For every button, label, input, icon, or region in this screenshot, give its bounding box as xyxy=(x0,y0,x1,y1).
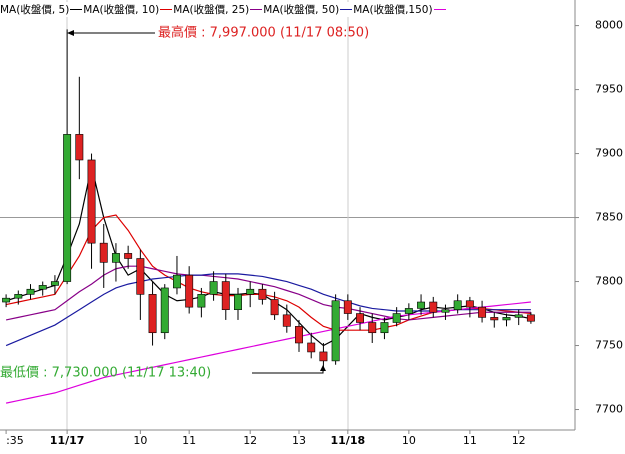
high-annotation: 最高價 : 7,997.000 (11/17 08:50) xyxy=(158,25,369,41)
candle-body xyxy=(417,301,426,309)
legend-label: MA(收盤價, 10) xyxy=(83,4,160,16)
legend-swatch xyxy=(160,9,173,10)
candle-body xyxy=(526,314,535,322)
candle-body xyxy=(246,288,255,295)
arrow-head xyxy=(67,30,74,36)
candle-body xyxy=(502,317,511,321)
x-tick-label: 12 xyxy=(512,434,526,447)
candle-body xyxy=(514,314,523,318)
candle-body xyxy=(441,309,450,313)
legend-swatch xyxy=(433,9,446,10)
ma-line xyxy=(5,301,531,404)
legend-swatch xyxy=(250,9,263,10)
y-tick-label: 7800 xyxy=(595,275,623,288)
y-tick-label: 7700 xyxy=(595,403,623,416)
candle-body xyxy=(270,299,279,316)
ma-line xyxy=(5,214,531,331)
candle-body xyxy=(295,326,303,344)
candle-body xyxy=(258,288,267,300)
candle-body xyxy=(148,294,157,334)
candle-body xyxy=(111,253,120,263)
candle-body xyxy=(87,159,96,244)
x-tick-label: 10 xyxy=(133,434,147,447)
candle-body xyxy=(2,297,11,303)
x-tick-label: :35 xyxy=(6,434,24,447)
candle-body xyxy=(319,351,328,362)
candle-body xyxy=(429,301,438,313)
candle-body xyxy=(282,314,291,327)
x-tick-label: 11/17 xyxy=(50,434,85,447)
candle-body xyxy=(490,317,499,321)
ma-line xyxy=(5,265,531,321)
x-tick-label: 10 xyxy=(402,434,416,447)
candle-body xyxy=(99,242,108,263)
candle-body xyxy=(404,308,413,314)
x-tick-label: 12 xyxy=(243,434,257,447)
candle-body xyxy=(63,134,72,282)
y-tick-label: 7950 xyxy=(595,83,623,96)
legend-label: MA(收盤價, 5) xyxy=(0,4,70,16)
candle-body xyxy=(380,322,389,334)
legend-swatch xyxy=(340,9,353,10)
legend-label: MA(收盤價, 25) xyxy=(173,4,250,16)
x-tick-label: 13 xyxy=(292,434,306,447)
legend-label: MA(收盤價, 50) xyxy=(263,4,340,16)
arrow-head xyxy=(320,365,326,371)
candle-body xyxy=(26,288,35,295)
legend: MA(收盤價, 5) MA(收盤價, 10) MA(收盤價, 25) MA(收盤價, … xyxy=(0,2,447,17)
low-annotation: 最低價 : 7,730.000 (11/17 13:40) xyxy=(0,366,211,381)
candle-body xyxy=(50,281,59,286)
candle-body xyxy=(75,134,84,161)
y-tick-label: 7900 xyxy=(595,147,623,160)
legend-label: MA(收盤價,150) xyxy=(353,4,433,16)
candle-body xyxy=(478,306,487,318)
candle-body xyxy=(221,281,230,311)
candle-body xyxy=(38,285,47,290)
arrow xyxy=(252,368,324,374)
plot xyxy=(2,29,535,404)
candle-body xyxy=(234,294,242,311)
candle-body xyxy=(453,300,462,311)
candle-body xyxy=(160,287,169,334)
candle-body xyxy=(14,294,23,299)
candle-body xyxy=(331,300,340,362)
candle-body xyxy=(197,294,206,308)
candle-body xyxy=(136,258,145,295)
candle-body xyxy=(307,342,316,353)
candle-body xyxy=(392,313,401,323)
candle-body xyxy=(465,300,474,308)
y-tick-label: 7850 xyxy=(595,211,623,224)
candle-body xyxy=(356,313,364,323)
y-tick-label: 8000 xyxy=(595,19,623,32)
candle-body xyxy=(173,274,181,289)
candle-body xyxy=(343,300,352,314)
x-tick-label: 11/18 xyxy=(331,434,366,447)
candle-body xyxy=(368,322,377,334)
candle-body xyxy=(209,281,218,295)
y-tick-label: 7750 xyxy=(595,339,623,352)
candle-body xyxy=(185,274,194,308)
x-tick-label: 11 xyxy=(182,434,196,447)
ma-line xyxy=(5,166,532,347)
legend-swatch xyxy=(70,9,83,10)
x-tick-label: 11 xyxy=(463,434,477,447)
candle-body xyxy=(124,253,133,259)
